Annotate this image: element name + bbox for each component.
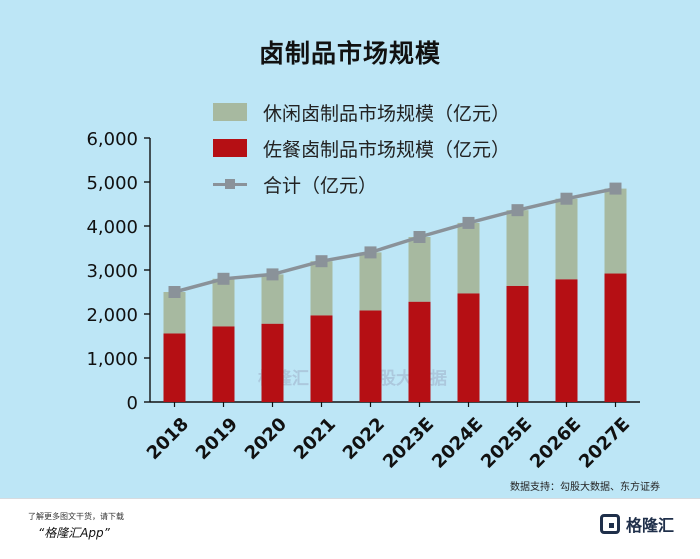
chart-legend: 休闲卤制品市场规模（亿元） 佐餐卤制品市场规模（亿元） 合计（亿元） [213,94,510,202]
y-tick-label: 5,000 [86,173,138,194]
bar-snack-segment [212,278,235,327]
total-line-marker [560,192,573,205]
x-tick-label: 2027E [575,414,634,473]
bar-snack-segment [408,237,431,302]
total-line-marker [168,286,181,298]
x-tick-label: 2026E [526,414,585,473]
chart-panel: 卤制品市场规模 休闲卤制品市场规模（亿元） 佐餐卤制品市场规模（亿元） 合计（亿… [86,39,660,493]
legend-item-snack: 休闲卤制品市场规模（亿元） [213,94,510,130]
x-tick-label: 2024E [428,414,487,473]
bar-snack-segment [506,210,529,286]
total-line-marker [266,268,279,281]
x-tick-label: 2025E [477,414,536,473]
bar-meal-segment [261,323,284,402]
total-line-marker [462,216,475,229]
total-line [174,186,616,294]
footer-download-text: 了解更多图文干货，请下载 [28,512,124,521]
total-line-marker [315,255,328,268]
y-tick-label: 2,000 [86,305,138,326]
footer-logo: 格隆汇 [599,512,674,536]
x-tick-label: 2020 [241,414,291,464]
bar-meal-segment [604,273,627,402]
legend-item-total: 合计（亿元） [213,166,510,202]
bar-snack-segment [310,261,333,316]
x-tick-label: 2019 [192,414,242,464]
data-source: 数据支持：勾股大数据、东方证券 [510,482,660,493]
bar-snack-segment [163,292,186,334]
total-line-marker [413,231,426,243]
y-tick-label: 6,000 [86,129,138,150]
bar-meal-segment [408,301,431,402]
legend-swatch-total [213,175,247,193]
chart-title: 卤制品市场规模 [258,39,441,68]
legend-item-meal: 佐餐卤制品市场规模（亿元） [213,130,510,166]
footer-bar: 了解更多图文干货，请下载 “格隆汇App” 格隆汇 [0,498,700,559]
bar-snack-segment [359,252,382,311]
bar-meal-segment [163,333,186,402]
bar-meal-segment [310,315,333,402]
bar-snack-segment [555,198,578,280]
total-line-marker [609,182,622,195]
y-tick-label: 1,000 [86,349,138,370]
legend-swatch-meal [213,139,247,157]
y-tick-label: 4,000 [86,217,138,238]
bar-snack-segment [604,188,627,274]
bar-snack-segment [261,274,284,324]
y-tick-label: 3,000 [86,261,138,282]
x-tick-label: 2021 [290,414,340,464]
legend-label-meal: 佐餐卤制品市场规模（亿元） [263,138,511,161]
legend-label-snack: 休闲卤制品市场规模（亿元） [263,102,511,125]
bar-meal-segment [506,285,529,402]
total-line-marker [511,204,524,217]
bar-meal-segment [555,279,578,402]
bar-meal-segment [212,326,235,402]
x-tick-label: 2018 [143,414,193,464]
footer-logo-text: 格隆汇 [625,516,674,535]
gelonghui-logo-icon [599,514,620,534]
bar-snack-segment [457,222,480,294]
y-tick-label: 0 [127,393,138,414]
footer-app-name: “格隆汇App” [38,526,110,540]
bar-meal-segment [457,293,480,402]
legend-label-total: 合计（亿元） [263,174,378,197]
total-line-marker [217,272,230,285]
stacked-bar-chart: 01,0002,0003,0004,0005,0006,000201820192… [86,129,640,473]
bar-meal-segment [359,310,382,402]
x-tick-label: 2023E [379,414,438,473]
total-line-marker [364,246,377,259]
legend-swatch-snack [213,103,247,121]
